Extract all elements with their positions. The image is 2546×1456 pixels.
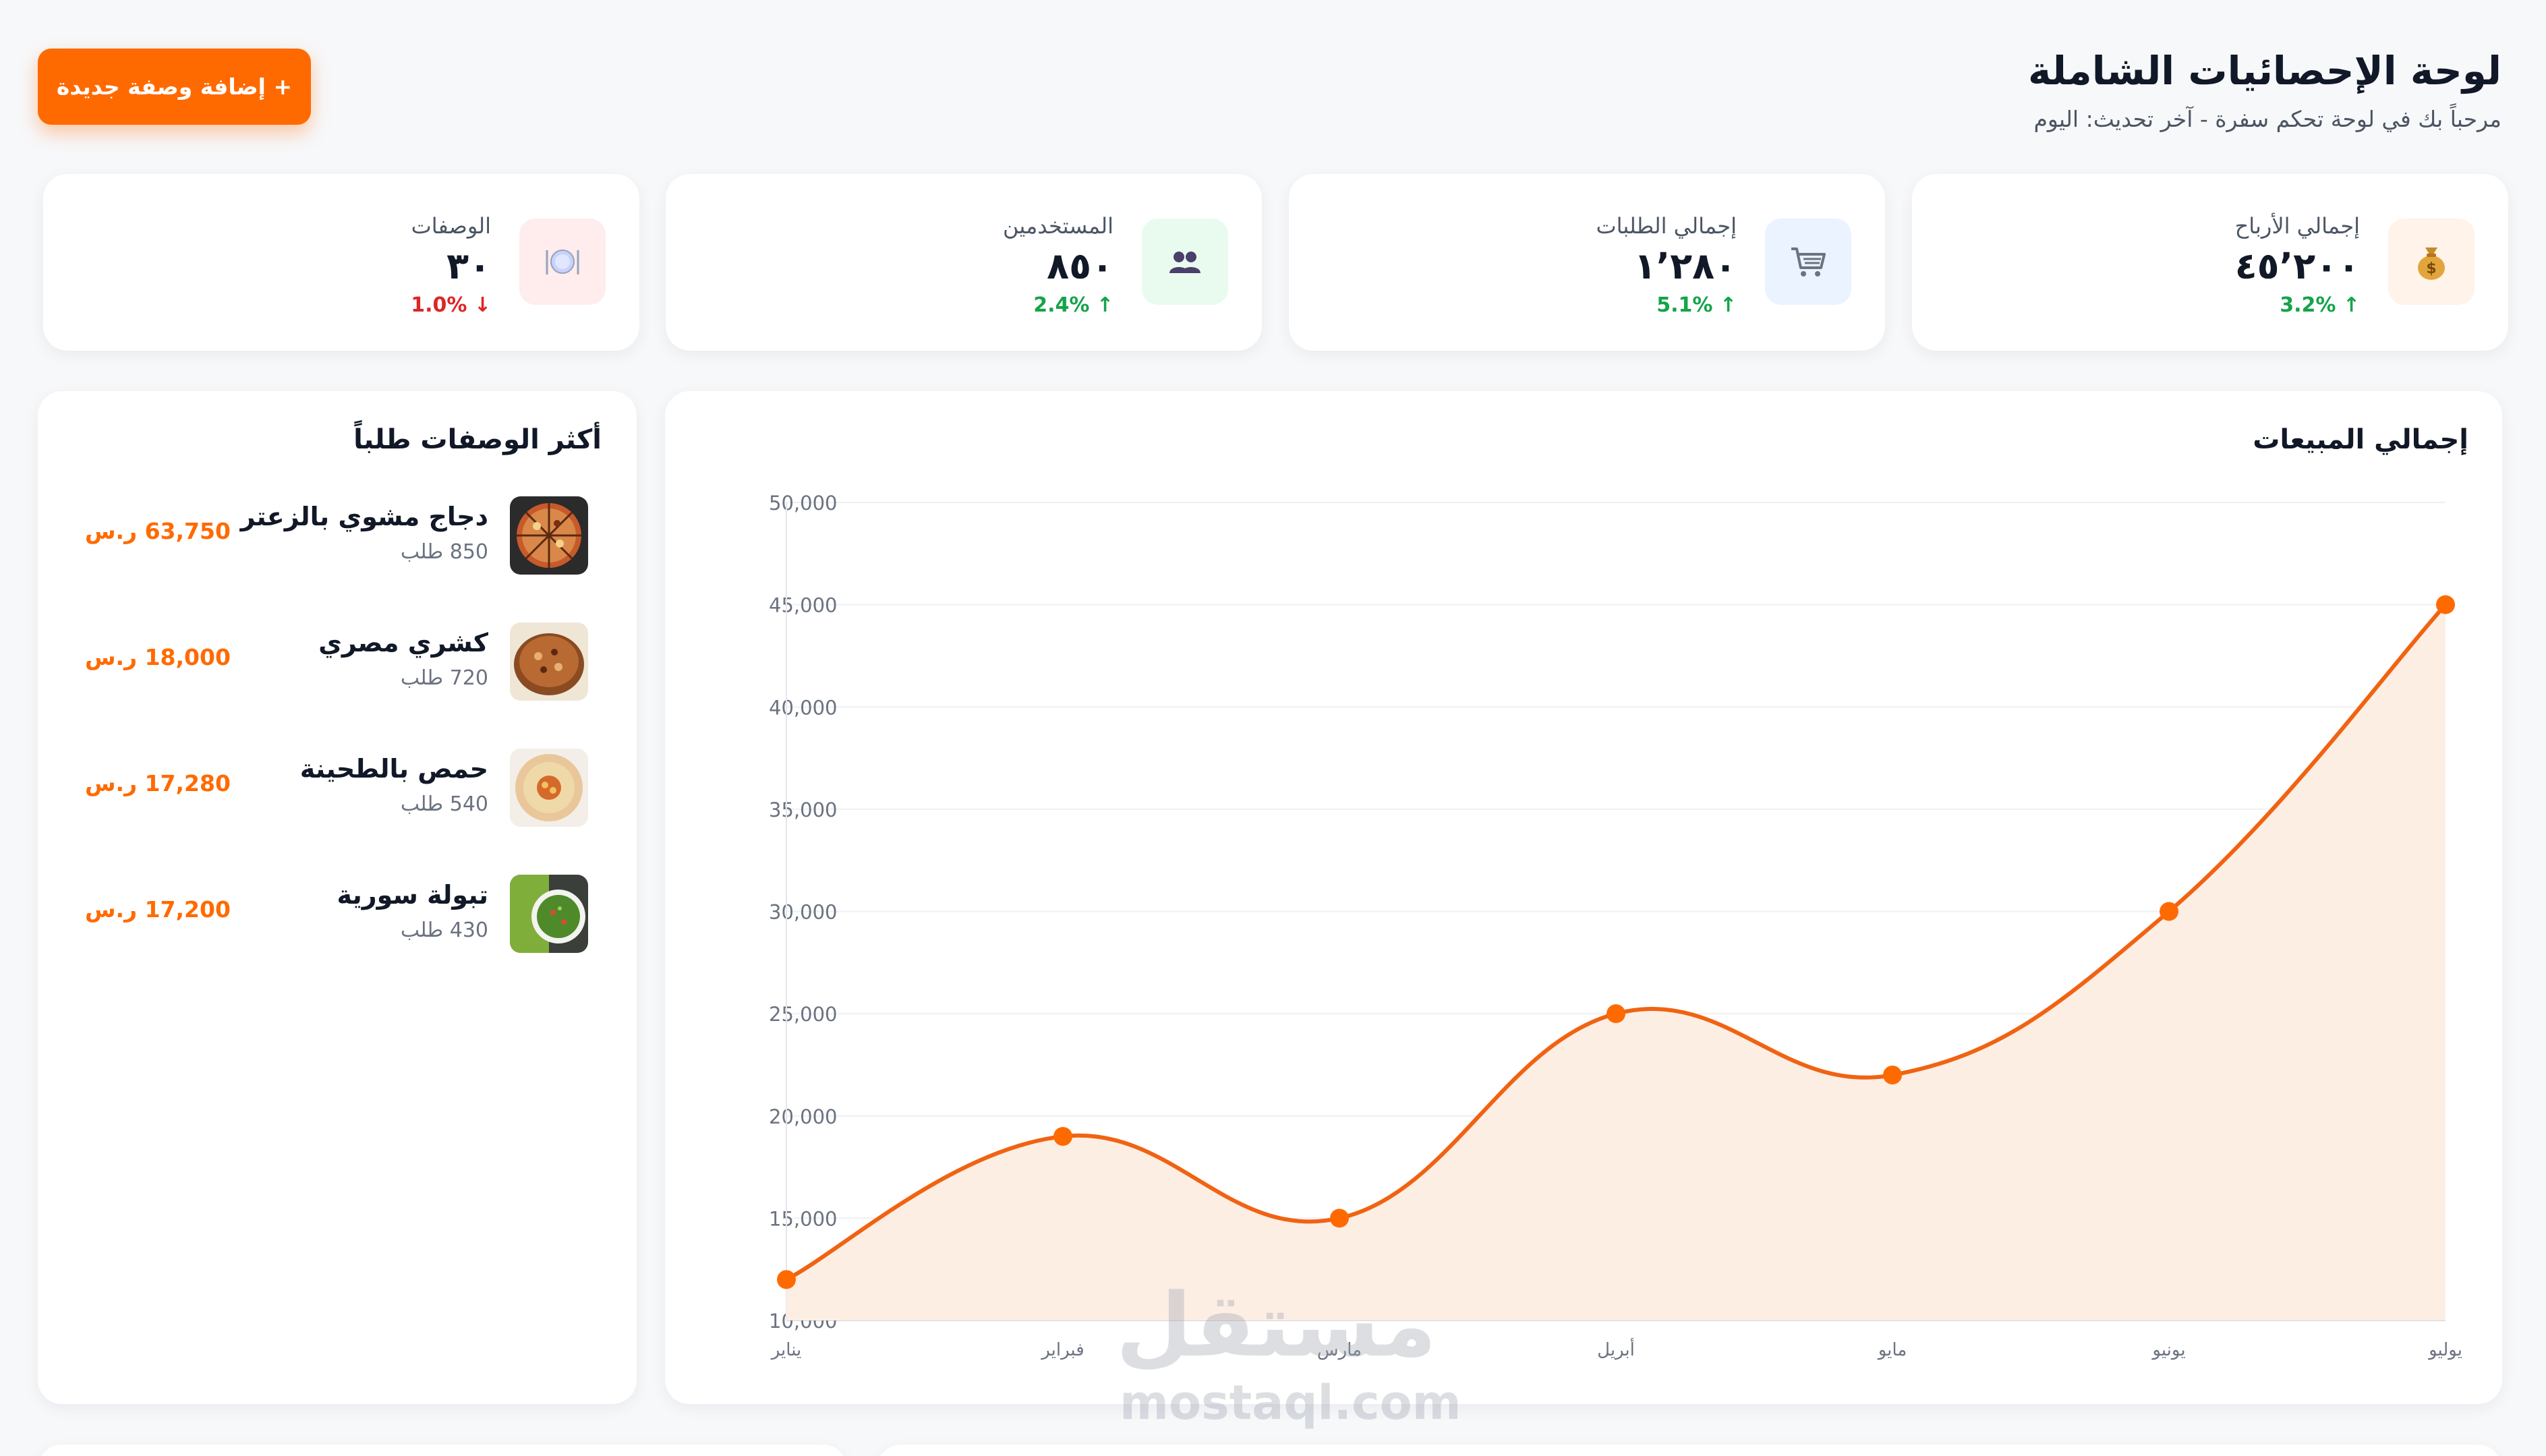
money-bag-icon: $ — [2388, 219, 2475, 305]
data-point — [1883, 1066, 1902, 1085]
recipe-thumbnail — [510, 496, 588, 575]
stat-value: ٣٠ — [446, 245, 491, 287]
stat-change: 1.0% ↓ — [411, 293, 491, 317]
add-recipe-button[interactable]: + إضافة وصفة جديدة — [38, 49, 311, 125]
recipe-item[interactable]: كشري مصري 720 طلب 18,000 ر.س — [38, 618, 637, 706]
x-tick-label: مايو — [1877, 1340, 1907, 1360]
y-tick-label: 35,000 — [769, 798, 837, 821]
stat-label: المستخدمين — [1003, 213, 1113, 239]
data-point — [2436, 595, 2455, 614]
recipe-thumbnail — [510, 622, 588, 701]
x-tick-label: يوليو — [2427, 1340, 2462, 1360]
stat-card-recipes: الوصفات ٣٠ 1.0% ↓ — [43, 174, 639, 351]
stat-card-orders: إجمالي الطلبات ١٬٢٨٠ 5.1% ↑ — [1289, 174, 1885, 351]
sales-chart-title: إجمالي المبيعات — [2253, 424, 2468, 455]
sales-area-fill — [786, 604, 2446, 1320]
recipe-revenue: 63,750 ر.س — [85, 518, 231, 544]
recipe-name: كشري مصري — [318, 628, 488, 658]
stat-value: ٤٥٬٢٠٠ — [2234, 245, 2360, 287]
recipe-revenue: 17,280 ر.س — [85, 770, 231, 796]
y-tick-label: 15,000 — [769, 1207, 837, 1230]
x-tick-label: أبريل — [1597, 1337, 1635, 1360]
page-header: لوحة الإحصائيات الشاملة مرحباً بك في لوح… — [2028, 40, 2501, 136]
sales-chart-panel: إجمالي المبيعات 10,000 15,000 20,000 25,000… — [665, 391, 2502, 1404]
stat-label: إجمالي الأرباح — [2234, 213, 2360, 239]
recipe-item[interactable]: دجاج مشوي بالزعتر 850 طلب 63,750 ر.س — [38, 492, 637, 580]
recipe-revenue: 17,200 ر.س — [85, 896, 231, 923]
stat-card-profits: $ إجمالي الأرباح ٤٥٬٢٠٠ 3.2% ↑ — [1912, 174, 2508, 351]
cart-icon — [1765, 219, 1851, 305]
recipe-name: دجاج مشوي بالزعتر — [240, 502, 488, 531]
recipe-revenue: 18,000 ر.س — [85, 644, 231, 670]
bottom-card — [38, 1445, 847, 1456]
x-tick-label: مارس — [1317, 1340, 1362, 1360]
users-icon — [1142, 219, 1228, 305]
recipe-thumbnail — [510, 749, 588, 827]
data-point — [1053, 1127, 1072, 1146]
y-tick-label: 30,000 — [769, 901, 837, 924]
recipe-orders: 430 طلب — [400, 919, 488, 942]
y-tick-label: 45,000 — [769, 594, 837, 617]
data-point — [2160, 902, 2178, 921]
stat-value: ١٬٢٨٠ — [1633, 245, 1737, 287]
recipe-item[interactable]: حمص بالطحينة 540 طلب 17,280 ر.س — [38, 745, 637, 832]
watermark-url: mostaql.com — [1120, 1375, 1462, 1430]
recipe-name: تبولة سورية — [337, 880, 488, 910]
y-tick-label: 50,000 — [769, 492, 837, 515]
recipe-orders: 720 طلب — [400, 666, 488, 690]
watermark: مستقل mostaql.com — [1116, 1274, 1462, 1430]
page-title: لوحة الإحصائيات الشاملة — [2027, 48, 2501, 94]
stat-change: 3.2% ↑ — [2280, 293, 2360, 317]
x-tick-label: يونيو — [2151, 1340, 2185, 1360]
stat-change: 2.4% ↑ — [1033, 293, 1113, 317]
stat-value: ٨٥٠ — [1047, 245, 1113, 287]
top-recipes-panel: أكثر الوصفات طلباً دجاج مشوي بالزعتر 850 — [38, 391, 637, 1404]
recipe-orders: 540 طلب — [400, 792, 488, 816]
page-subtitle: مرحباً بك في لوحة تحكم سفرة - آخر تحديث:… — [2033, 106, 2501, 132]
bottom-card — [877, 1445, 2502, 1456]
y-tick-label: 40,000 — [769, 696, 837, 719]
recipe-item[interactable]: تبولة سورية 430 طلب 17,200 ر.س — [38, 871, 637, 958]
sales-chart: 10,00015,00020,00025,00030,00035,00040,0… — [769, 492, 2462, 1360]
y-tick-label: 25,000 — [769, 1003, 837, 1026]
stat-change: 5.1% ↑ — [1656, 293, 1737, 317]
plate-icon — [519, 219, 606, 305]
stat-card-users: المستخدمين ٨٥٠ 2.4% ↑ — [666, 174, 1262, 351]
svg-text:$: $ — [2426, 260, 2436, 277]
data-point — [1607, 1004, 1625, 1024]
x-tick-label: فبراير — [1040, 1340, 1084, 1360]
stat-label: الوصفات — [411, 213, 491, 239]
recipe-orders: 850 طلب — [400, 540, 488, 564]
stat-label: إجمالي الطلبات — [1596, 213, 1737, 239]
recipe-thumbnail — [510, 875, 588, 953]
x-tick-label: يناير — [770, 1340, 802, 1360]
data-point — [777, 1270, 796, 1289]
watermark-arabic: مستقل — [1116, 1274, 1437, 1376]
y-tick-label: 20,000 — [769, 1105, 837, 1128]
top-recipes-title: أكثر الوصفات طلباً — [353, 424, 602, 455]
recipe-name: حمص بالطحينة — [299, 754, 488, 784]
data-point — [1330, 1209, 1349, 1228]
